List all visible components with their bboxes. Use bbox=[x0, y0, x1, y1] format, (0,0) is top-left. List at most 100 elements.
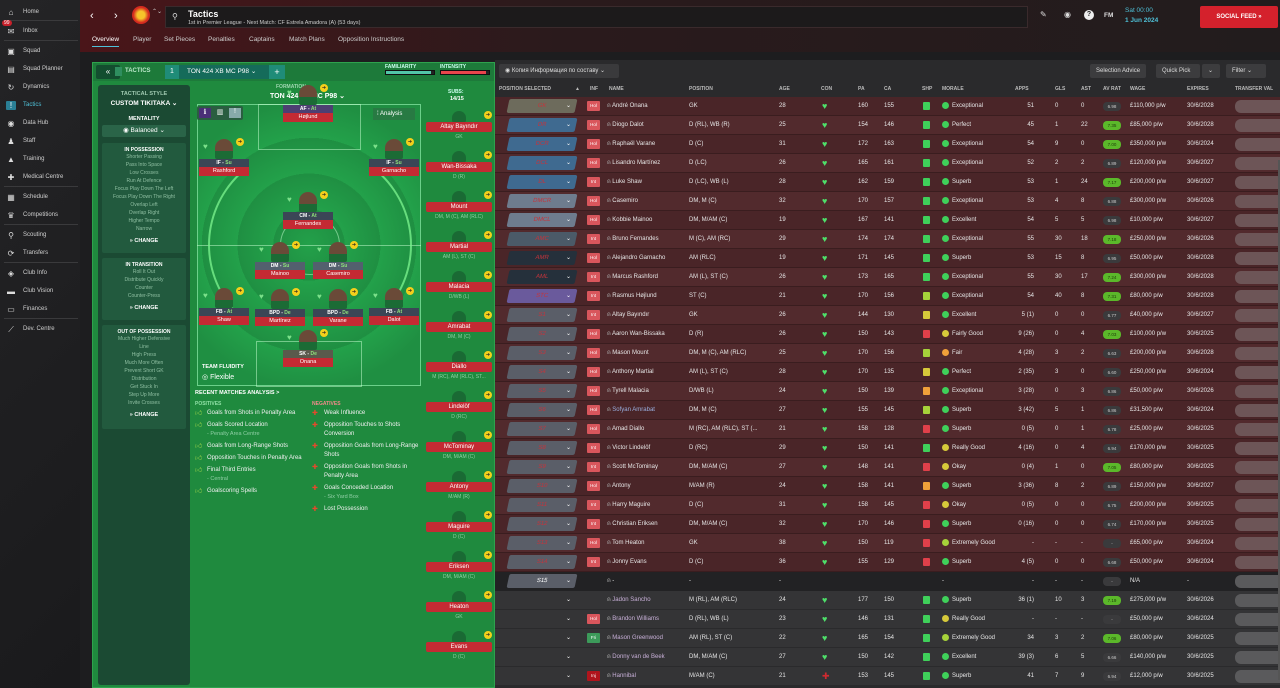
sub-name[interactable]: Lindelöf bbox=[426, 402, 492, 412]
player-name[interactable]: Fernandes bbox=[283, 220, 333, 229]
pitch-player[interactable]: AF - At Højlund bbox=[283, 85, 333, 122]
info-badge[interactable]: Int bbox=[587, 557, 600, 567]
position-selected-dropdown[interactable]: STC ⌄ bbox=[506, 289, 578, 303]
player-role[interactable]: IF - Su bbox=[369, 159, 419, 167]
sidebar-item-medical-centre[interactable]: ✚ Medical Centre bbox=[0, 168, 80, 186]
sidebar-item-scouting[interactable]: ⚲ Scouting bbox=[0, 226, 80, 244]
player-name-link[interactable]: Bruno Fernandes bbox=[607, 236, 658, 243]
sub-name[interactable]: Altay Bayındır bbox=[426, 122, 492, 132]
sub-player[interactable]: ➜ Malacia D/WB (L) bbox=[426, 271, 492, 300]
position-selected-dropdown[interactable]: S5 ⌄ bbox=[506, 384, 578, 398]
info-badge[interactable]: Hol bbox=[587, 405, 600, 415]
sub-player[interactable]: ➜ Amrabat DM, M (C) bbox=[426, 311, 492, 340]
player-role[interactable]: IF - Su bbox=[199, 159, 249, 167]
info-badge[interactable]: Hol bbox=[587, 367, 600, 377]
sub-player[interactable]: ➜ Maguire D (C) bbox=[426, 511, 492, 540]
position-selected-dropdown[interactable]: DL ⌄ bbox=[506, 175, 578, 189]
add-tactic-button[interactable]: + bbox=[269, 65, 285, 79]
info-badge[interactable]: Hol bbox=[587, 196, 600, 206]
column-header-position[interactable]: POSITION bbox=[689, 86, 713, 92]
table-row[interactable]: S11⌄ Int Harry Maguire D (C) 31 ♥ 158 145 Okay 0 … bbox=[495, 496, 1280, 515]
position-selected-dropdown[interactable]: ⌄ bbox=[506, 669, 578, 683]
player-name[interactable]: Onana bbox=[283, 358, 333, 367]
player-name-link[interactable]: Amad Diallo bbox=[607, 426, 644, 433]
position-selected-dropdown[interactable]: GK ⌄ bbox=[506, 99, 578, 113]
player-role[interactable]: BPD - De bbox=[313, 309, 363, 317]
position-selected-dropdown[interactable]: S3 ⌄ bbox=[506, 346, 578, 360]
sub-player[interactable]: ➜ Mount DM, M (C), AM (RLC) bbox=[426, 191, 492, 220]
player-name[interactable]: Shaw bbox=[199, 316, 249, 325]
table-row[interactable]: AMR⌄ Hol Alejandro Garnacho AM (RLC) 19 ♥ 171 1… bbox=[495, 249, 1280, 268]
sub-player[interactable]: ➜ Martial AM (L), ST (C) bbox=[426, 231, 492, 260]
position-selected-dropdown[interactable]: S7 ⌄ bbox=[506, 422, 578, 436]
table-row[interactable]: GK⌄ Hol André Onana GK 28 ♥ 160 155 Exceptional 5… bbox=[495, 97, 1280, 116]
info-badge[interactable]: Hol bbox=[587, 215, 600, 225]
sub-player[interactable]: ➜ Lindelöf D (RC) bbox=[426, 391, 492, 420]
position-selected-dropdown[interactable]: DCR ⌄ bbox=[506, 137, 578, 151]
info-badge[interactable]: Int bbox=[587, 234, 600, 244]
sub-player[interactable]: ➜ Heaton GK bbox=[426, 591, 492, 620]
sidebar-item-staff[interactable]: ♟ Staff bbox=[0, 132, 80, 150]
column-header-gls[interactable]: GLS bbox=[1055, 86, 1066, 92]
sidebar-item-club-vision[interactable]: ▬ Club Vision bbox=[0, 282, 80, 300]
tactic-select[interactable]: TON 424 XB MC P98 ⌄ bbox=[165, 65, 285, 79]
swap-arrow-icon[interactable]: ➜ bbox=[484, 631, 492, 639]
position-selected-dropdown[interactable]: S10 ⌄ bbox=[506, 479, 578, 493]
column-header-name[interactable]: NAME bbox=[609, 86, 624, 92]
collapse-button[interactable]: « bbox=[96, 65, 120, 79]
table-row[interactable]: DMCR⌄ Hol Casemiro DM, M (C) 32 ♥ 170 157 Except… bbox=[495, 192, 1280, 211]
position-selected-dropdown[interactable]: AMR ⌄ bbox=[506, 251, 578, 265]
tab-captains[interactable]: Captains bbox=[249, 36, 275, 43]
info-badge[interactable]: Inj bbox=[587, 671, 600, 681]
column-header-shp[interactable]: SHP bbox=[922, 86, 933, 92]
table-row[interactable]: S3⌄ Hol Mason Mount DM, M (C), AM (RLC) 25 ♥ 1… bbox=[495, 344, 1280, 363]
recent-matches-analysis-link[interactable]: RECENT MATCHES ANALYSIS > bbox=[195, 390, 280, 396]
player-role[interactable]: FB - At bbox=[369, 308, 419, 316]
pitch-player[interactable]: BPD - De Martínez bbox=[255, 289, 305, 326]
position-selected-dropdown[interactable]: S13 ⌄ bbox=[506, 536, 578, 550]
player-name-link[interactable]: Casemiro bbox=[607, 198, 638, 205]
sub-player[interactable]: ➜ Evans D (C) bbox=[426, 631, 492, 660]
table-row[interactable]: STC⌄ Int Rasmus Højlund ST (C) 21 ♥ 170 156 Exce… bbox=[495, 287, 1280, 306]
table-row[interactable]: S2⌄ Hol Aaron Wan-Bissaka D (R) 26 ♥ 150 143 Fai… bbox=[495, 325, 1280, 344]
swap-arrow-icon[interactable]: ➜ bbox=[406, 287, 414, 295]
sidebar-item-dynamics[interactable]: ↻ Dynamics bbox=[0, 78, 80, 96]
table-row[interactable]: S14⌄ Int Jonny Evans D (C) 36 ♥ 155 129 Superb 4 … bbox=[495, 553, 1280, 572]
sub-name[interactable]: Antony bbox=[426, 482, 492, 492]
sub-name[interactable]: Maguire bbox=[426, 522, 492, 532]
sub-player[interactable]: ➜ Altay Bayındır GK bbox=[426, 111, 492, 140]
swap-arrow-icon[interactable]: ➜ bbox=[484, 151, 492, 159]
info-badge[interactable]: Int bbox=[587, 177, 600, 187]
swap-arrow-icon[interactable]: ➜ bbox=[236, 287, 244, 295]
sub-player[interactable]: ➜ McTominay DM, M/AM (C) bbox=[426, 431, 492, 460]
help-icon[interactable]: ? bbox=[1084, 10, 1094, 20]
pitch-player[interactable]: DM - Su Casemiro bbox=[313, 242, 363, 279]
player-role[interactable]: CM - At bbox=[283, 212, 333, 220]
familiarity-bar[interactable] bbox=[385, 70, 435, 75]
info-badge[interactable]: Int bbox=[587, 462, 600, 472]
pitch-player[interactable]: FB - At Dalot bbox=[369, 288, 419, 325]
player-name-link[interactable]: Marcus Rashford bbox=[607, 274, 658, 281]
table-row[interactable]: ⌄ Donny van de Beek DM, M/AM (C) 27 ♥ 150 142 E… bbox=[495, 648, 1280, 667]
player-name-link[interactable]: Donny van de Beek bbox=[607, 654, 664, 661]
sidebar-item-competitions[interactable]: ♛ Competitions bbox=[0, 206, 80, 224]
club-switch-icon[interactable]: ⌃⌄ bbox=[152, 9, 163, 15]
position-selected-dropdown[interactable]: ⌄ bbox=[506, 612, 578, 626]
swap-arrow-icon[interactable]: ➜ bbox=[320, 191, 328, 199]
info-badge[interactable]: Hol bbox=[587, 101, 600, 111]
player-name-link[interactable]: Aaron Wan-Bissaka bbox=[607, 331, 665, 338]
table-row[interactable]: DL⌄ Int Luke Shaw D (LC), WB (L) 28 ♥ 162 159 Su… bbox=[495, 173, 1280, 192]
game-date[interactable]: 1 Jun 2024 bbox=[1125, 17, 1159, 24]
sidebar-item-training[interactable]: ▲ Training bbox=[0, 150, 80, 168]
position-selected-dropdown[interactable]: DMCL ⌄ bbox=[506, 213, 578, 227]
player-name[interactable]: Højlund bbox=[283, 113, 333, 122]
table-row[interactable]: ⌄ Hol Brandon Williams D (RL), WB (L) 23 ♥ 146… bbox=[495, 610, 1280, 629]
tab-player[interactable]: Player bbox=[133, 36, 152, 43]
sidebar-item-club-info[interactable]: ◈ Club Info bbox=[0, 264, 80, 282]
sidebar-item-dev-centre[interactable]: ⟋ Dev. Centre bbox=[0, 320, 80, 338]
player-name-link[interactable]: Raphaël Varane bbox=[607, 141, 655, 148]
player-role[interactable]: BPD - De bbox=[255, 309, 305, 317]
swap-arrow-icon[interactable]: ➜ bbox=[484, 431, 492, 439]
info-badge[interactable]: Hol bbox=[587, 253, 600, 263]
info-badge[interactable]: Hol bbox=[587, 424, 600, 434]
